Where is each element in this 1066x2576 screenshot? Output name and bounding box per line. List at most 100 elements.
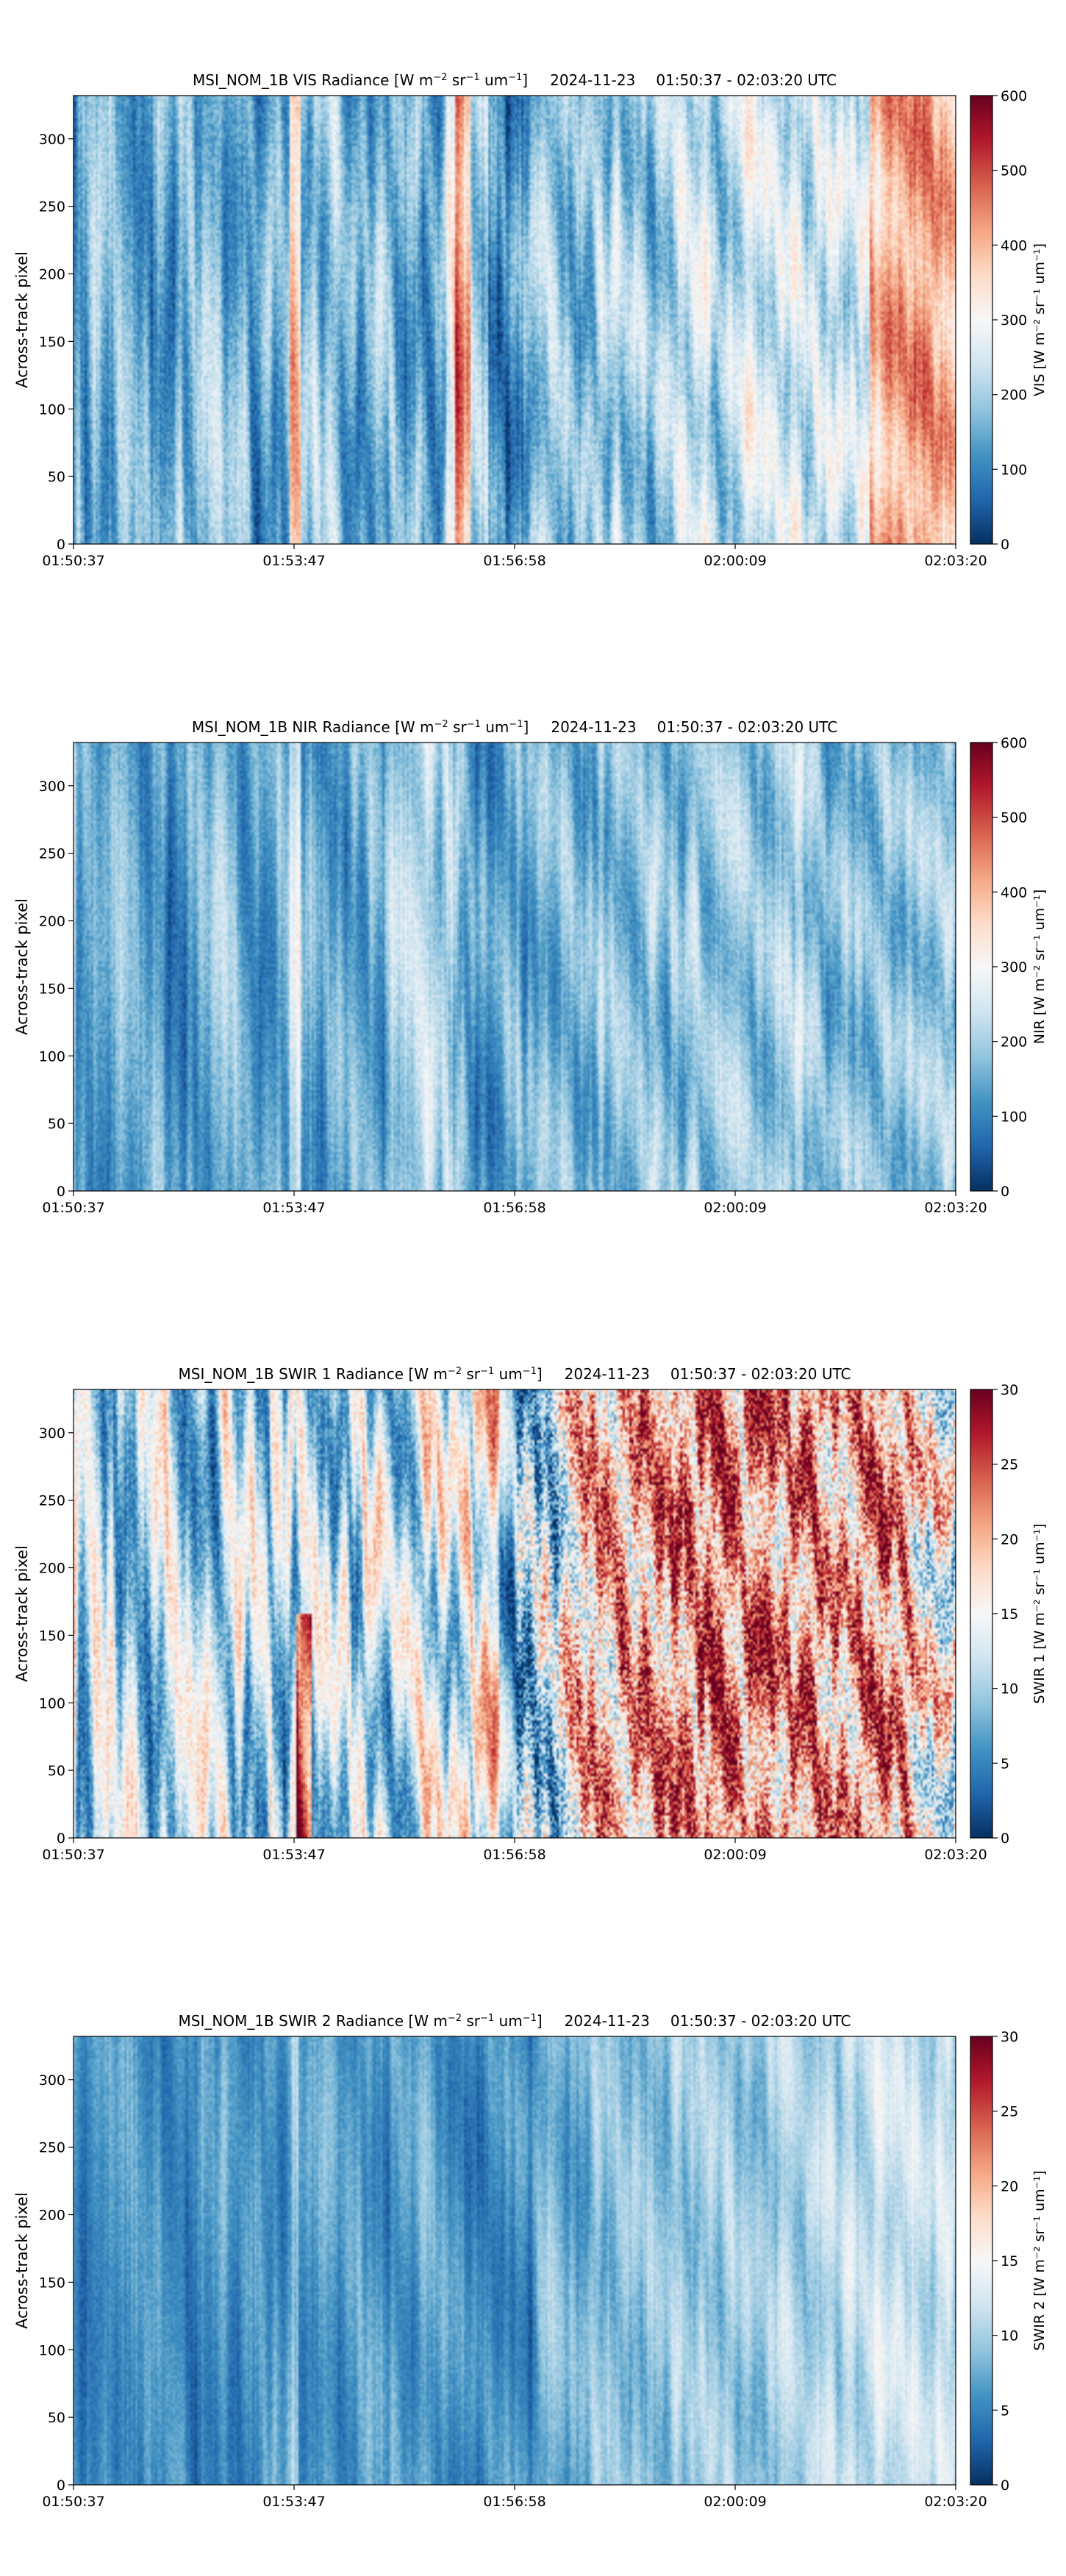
y-tick-label: 100 (39, 1048, 65, 1065)
colorbar-tick-label: 300 (1001, 312, 1027, 329)
y-tick-label: 200 (39, 1561, 65, 1577)
colorbar-tick-label: 600 (1001, 88, 1027, 104)
colorbar-label: SWIR 1 [W m⁻² sr⁻¹ um⁻¹] (1031, 1523, 1048, 1703)
y-axis-label: Across-track pixel (13, 2192, 31, 2329)
colorbar-tick-label: 100 (1001, 1109, 1027, 1125)
x-tick-label: 02:00:09 (704, 2494, 766, 2510)
y-tick-label: 200 (39, 267, 65, 283)
colorbar-tick-label: 200 (1001, 387, 1027, 404)
colorbar-tick-label: 500 (1001, 163, 1027, 179)
x-tick-label: 01:53:47 (262, 553, 325, 569)
colorbar-tick-label: 0 (1001, 2477, 1009, 2494)
heatmap-image (74, 743, 956, 1191)
x-tick-label: 02:00:09 (704, 1847, 766, 1863)
x-tick-label: 02:00:09 (704, 553, 766, 569)
y-tick-label: 0 (57, 2477, 65, 2494)
colorbar-tick-label: 100 (1001, 462, 1027, 478)
x-tick-label: 02:03:20 (924, 2494, 987, 2510)
y-tick-label: 150 (39, 334, 65, 350)
y-tick-label: 250 (39, 846, 65, 862)
chart-title: MSI_NOM_1B SWIR 1 Radiance [W m−2 sr−1 u… (179, 1365, 851, 1383)
x-tick-label: 01:56:58 (483, 1200, 545, 1216)
x-tick-label: 02:00:09 (704, 1200, 766, 1216)
chart-title: MSI_NOM_1B VIS Radiance [W m−2 sr−1 um−1… (193, 71, 837, 89)
y-tick-label: 150 (39, 1628, 65, 1644)
y-tick-label: 150 (39, 981, 65, 997)
x-tick-label: 01:50:37 (42, 1847, 104, 1863)
colorbar-tick-label: 20 (1001, 1531, 1018, 1548)
colorbar-tick-label: 0 (1001, 537, 1009, 553)
colorbar-tick-label: 5 (1001, 1756, 1009, 1772)
x-tick-label: 01:53:47 (262, 1847, 325, 1863)
colorbar-tick-label: 20 (1001, 2178, 1018, 2194)
y-tick-label: 250 (39, 1493, 65, 1509)
panel-swir2: MSI_NOM_1B SWIR 2 Radiance [W m−2 sr−1 u… (13, 2012, 1048, 2510)
x-tick-label: 01:50:37 (42, 1200, 104, 1216)
heatmap-image (74, 1389, 956, 1838)
y-tick-label: 100 (39, 1695, 65, 1711)
x-tick-label: 01:56:58 (483, 553, 545, 569)
colorbar-tick-label: 300 (1001, 959, 1027, 976)
colorbar-tick-label: 500 (1001, 810, 1027, 826)
colorbar-tick-label: 200 (1001, 1034, 1027, 1051)
y-axis-label: Across-track pixel (13, 251, 31, 388)
colorbar-tick-label: 0 (1001, 1184, 1009, 1200)
colorbar-tick-label: 0 (1001, 1831, 1009, 1847)
y-tick-label: 50 (48, 1116, 65, 1132)
y-tick-label: 100 (39, 401, 65, 418)
colorbar-tick-label: 400 (1001, 237, 1027, 254)
colorbar-tick-label: 15 (1001, 2253, 1018, 2269)
y-tick-label: 50 (48, 1763, 65, 1779)
y-tick-label: 200 (39, 2208, 65, 2224)
x-tick-label: 01:53:47 (262, 2494, 325, 2510)
x-tick-label: 01:56:58 (483, 2494, 545, 2510)
colorbar-label: SWIR 2 [W m⁻² sr⁻¹ um⁻¹] (1031, 2170, 1048, 2350)
colorbar-tick-label: 25 (1001, 1457, 1018, 1473)
y-tick-label: 0 (57, 537, 65, 553)
heatmap-image (74, 2036, 956, 2485)
colorbar-label: NIR [W m⁻² sr⁻¹ um⁻¹] (1031, 890, 1048, 1045)
y-tick-label: 0 (57, 1831, 65, 1847)
x-tick-label: 02:03:20 (924, 1847, 987, 1863)
y-tick-label: 50 (48, 2410, 65, 2426)
x-tick-label: 01:53:47 (262, 1200, 325, 1216)
y-tick-label: 300 (39, 779, 65, 795)
colorbar-tick-label: 15 (1001, 1606, 1018, 1622)
y-tick-label: 300 (39, 132, 65, 148)
y-tick-label: 250 (39, 2140, 65, 2156)
colorbar-tick-label: 30 (1001, 2029, 1018, 2045)
colorbar-tick-label: 10 (1001, 2328, 1018, 2344)
colorbar (970, 742, 993, 1192)
colorbar-label: VIS [W m⁻² sr⁻¹ um⁻¹] (1031, 243, 1048, 396)
x-tick-label: 02:03:20 (924, 553, 987, 569)
y-tick-label: 50 (48, 469, 65, 485)
colorbar (970, 95, 993, 545)
x-tick-label: 01:50:37 (42, 2494, 104, 2510)
colorbar-tick-label: 400 (1001, 884, 1027, 901)
y-tick-label: 200 (39, 914, 65, 930)
colorbar-tick-label: 25 (1001, 2104, 1018, 2120)
chart-title: MSI_NOM_1B NIR Radiance [W m−2 sr−1 um−1… (192, 718, 837, 736)
colorbar-tick-label: 600 (1001, 735, 1027, 751)
y-tick-label: 250 (39, 199, 65, 215)
colorbar (970, 1389, 993, 1839)
y-tick-label: 300 (39, 1425, 65, 1442)
panel-vis: MSI_NOM_1B VIS Radiance [W m−2 sr−1 um−1… (13, 71, 1048, 569)
heatmap-image (74, 96, 956, 544)
y-tick-label: 0 (57, 1184, 65, 1200)
panel-nir: MSI_NOM_1B NIR Radiance [W m−2 sr−1 um−1… (13, 718, 1048, 1216)
colorbar-tick-label: 10 (1001, 1681, 1018, 1697)
y-tick-label: 150 (39, 2275, 65, 2291)
x-tick-label: 02:03:20 (924, 1200, 987, 1216)
colorbar-tick-label: 5 (1001, 2403, 1009, 2419)
y-axis-label: Across-track pixel (13, 898, 31, 1035)
colorbar-tick-label: 30 (1001, 1382, 1018, 1398)
y-tick-label: 100 (39, 2342, 65, 2358)
y-axis-label: Across-track pixel (13, 1545, 31, 1682)
x-tick-label: 01:50:37 (42, 553, 104, 569)
chart-title: MSI_NOM_1B SWIR 2 Radiance [W m−2 sr−1 u… (179, 2012, 851, 2030)
y-tick-label: 300 (39, 2072, 65, 2089)
panel-swir1: MSI_NOM_1B SWIR 1 Radiance [W m−2 sr−1 u… (13, 1365, 1048, 1863)
